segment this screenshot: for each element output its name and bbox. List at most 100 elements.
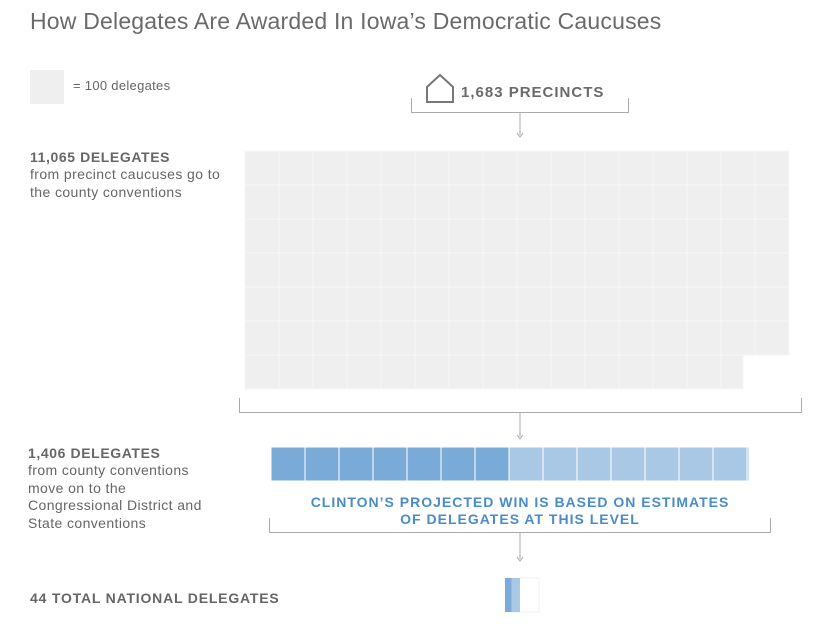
delegate-unit	[584, 320, 620, 356]
delegate-unit	[686, 252, 722, 288]
delegate-unit	[312, 320, 348, 356]
delegate-unit	[686, 184, 722, 220]
delegate-unit	[380, 252, 416, 288]
delegate-unit	[278, 184, 314, 220]
delegate-unit	[414, 252, 450, 288]
arrow-down-icon	[514, 533, 526, 563]
legend-swatch	[30, 70, 64, 104]
delegate-unit	[346, 184, 382, 220]
delegate-unit	[482, 320, 518, 356]
delegate-unit	[312, 150, 348, 186]
delegate-unit	[346, 320, 382, 356]
delegate-unit	[346, 286, 382, 322]
county-delegate-unit	[270, 446, 306, 482]
delegate-unit	[516, 150, 552, 186]
precincts-bracket	[411, 98, 629, 113]
delegate-unit	[414, 286, 450, 322]
delegate-unit	[686, 320, 722, 356]
delegate-unit	[312, 184, 348, 220]
delegate-unit	[516, 354, 552, 390]
arrow-down-icon	[514, 413, 526, 441]
delegate-unit	[414, 320, 450, 356]
delegate-unit	[380, 184, 416, 220]
level-2-heading: 1,406 DELEGATES	[28, 445, 161, 461]
national-unit-clinton	[505, 578, 512, 612]
national-unit-other	[511, 578, 520, 612]
county-delegate-unit-partial	[746, 446, 750, 482]
delegate-unit	[618, 150, 654, 186]
county-delegate-unit	[542, 446, 578, 482]
delegate-unit	[244, 354, 280, 390]
delegate-unit	[618, 184, 654, 220]
delegate-unit	[312, 286, 348, 322]
clinton-note-line-1: CLINTON’S PROJECTED WIN IS BASED ON ESTI…	[310, 494, 730, 510]
delegate-unit	[618, 252, 654, 288]
delegate-unit	[550, 252, 586, 288]
delegate-unit	[482, 354, 518, 390]
delegate-unit	[346, 354, 382, 390]
delegate-unit	[278, 150, 314, 186]
delegate-unit	[550, 150, 586, 186]
delegate-unit	[754, 286, 790, 322]
delegate-unit	[652, 218, 688, 254]
delegate-unit	[414, 150, 450, 186]
clinton-note: CLINTON’S PROJECTED WIN IS BASED ON ESTI…	[270, 494, 770, 528]
delegate-unit	[244, 184, 280, 220]
county-delegate-unit	[440, 446, 476, 482]
delegate-unit	[448, 184, 484, 220]
delegate-unit	[516, 252, 552, 288]
delegate-unit	[448, 150, 484, 186]
delegate-unit	[414, 218, 450, 254]
delegate-unit	[584, 218, 620, 254]
delegate-unit	[244, 150, 280, 186]
delegate-unit	[686, 150, 722, 186]
delegate-unit	[244, 320, 280, 356]
delegate-unit	[720, 184, 756, 220]
state-bracket	[269, 518, 771, 533]
county-delegate-unit	[304, 446, 340, 482]
level-1-description: from precinct caucuses go to the county …	[30, 166, 221, 200]
delegate-unit	[516, 218, 552, 254]
delegate-unit	[754, 252, 790, 288]
level-1-heading: 11,065 DELEGATES	[30, 149, 171, 165]
delegate-unit	[448, 218, 484, 254]
house-icon	[424, 72, 456, 104]
level-2-description: from county conventions move on to the C…	[28, 462, 202, 531]
delegate-unit	[414, 184, 450, 220]
delegate-unit	[550, 354, 586, 390]
delegate-unit	[278, 286, 314, 322]
delegate-unit	[652, 354, 688, 390]
delegate-unit	[754, 320, 790, 356]
county-bracket	[239, 398, 802, 413]
county-delegate-unit	[576, 446, 612, 482]
delegate-unit	[278, 354, 314, 390]
delegate-unit	[720, 286, 756, 322]
delegate-unit	[516, 286, 552, 322]
delegate-unit	[550, 286, 586, 322]
delegate-unit	[550, 218, 586, 254]
county-delegate-unit	[474, 446, 510, 482]
delegate-unit	[244, 252, 280, 288]
delegate-unit	[754, 218, 790, 254]
county-delegate-unit	[644, 446, 680, 482]
delegate-unit	[720, 150, 756, 186]
delegate-unit	[686, 218, 722, 254]
delegate-unit	[550, 184, 586, 220]
delegate-unit	[652, 286, 688, 322]
delegate-unit	[278, 252, 314, 288]
delegate-unit	[278, 218, 314, 254]
page-title: How Delegates Are Awarded In Iowa’s Demo…	[30, 8, 662, 34]
delegate-unit	[380, 286, 416, 322]
national-delegates-label: 44 TOTAL NATIONAL DELEGATES	[30, 590, 280, 606]
delegate-unit	[686, 354, 722, 390]
delegate-unit	[380, 150, 416, 186]
delegate-unit	[482, 286, 518, 322]
delegate-unit	[448, 252, 484, 288]
delegate-unit	[618, 354, 654, 390]
delegate-unit	[516, 320, 552, 356]
county-delegate-unit	[338, 446, 374, 482]
delegate-unit	[312, 354, 348, 390]
delegate-unit	[584, 184, 620, 220]
delegate-unit	[516, 184, 552, 220]
